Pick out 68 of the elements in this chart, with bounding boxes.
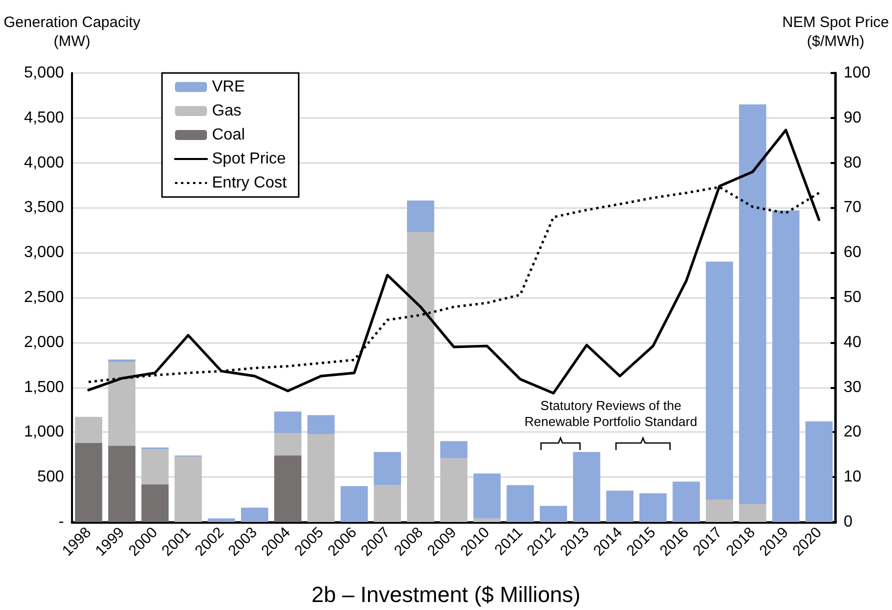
legend-label: Gas — [212, 102, 242, 120]
bar — [108, 446, 136, 522]
text: 2b – Investment ($ Millions) — [312, 582, 580, 608]
bar — [672, 482, 700, 522]
bar — [108, 362, 136, 446]
bar — [606, 490, 634, 522]
bar — [74, 442, 102, 522]
bar — [639, 493, 667, 522]
y-tick-label: - — [58, 514, 64, 530]
y2-tick-label: 40 — [844, 334, 862, 351]
y-tick-label: 1,500 — [24, 378, 64, 396]
y2-tick-label: 50 — [844, 289, 862, 306]
bar — [407, 200, 434, 232]
legend-label: Entry Cost — [212, 174, 288, 192]
bar — [473, 518, 501, 522]
y2-axis-title: NEM Spot Price ($/MWh) — [782, 14, 889, 50]
y2-tick-label: 100 — [844, 64, 870, 82]
y2-tick-label: 60 — [844, 244, 862, 262]
bar — [374, 452, 402, 486]
bar — [407, 232, 434, 522]
y-axis-title: Generation Capacity (MW) — [4, 14, 141, 50]
bar — [772, 210, 800, 522]
bar — [573, 452, 600, 522]
bar — [739, 104, 766, 504]
bar — [540, 506, 568, 522]
bar — [307, 415, 335, 434]
bar — [108, 359, 136, 362]
legend-label: Coal — [212, 126, 245, 144]
bar — [141, 484, 169, 522]
bar — [374, 485, 402, 522]
bar — [440, 441, 468, 458]
y-tick-label: 500 — [37, 468, 64, 486]
bar — [805, 421, 833, 522]
bar — [739, 504, 766, 522]
annotation: Statutory Reviews of the Renewable Portfolio Standard — [524, 398, 698, 430]
y2-tick-label: 20 — [844, 424, 862, 441]
bar — [307, 434, 335, 522]
bar — [241, 508, 268, 522]
y-tick-label: 2,500 — [24, 289, 64, 306]
bar — [440, 458, 468, 522]
bar — [274, 433, 302, 456]
y2-tick-label: 30 — [844, 378, 862, 396]
bar — [174, 456, 202, 522]
bar — [274, 412, 302, 434]
y-tick-label: 3,500 — [24, 199, 64, 216]
y-tick-label: 1,000 — [24, 424, 64, 441]
bar — [506, 485, 534, 522]
y-tick-label: 5,000 — [24, 64, 64, 82]
bar — [473, 474, 501, 518]
y-tick-label: 2,000 — [24, 334, 64, 351]
y-tick-label: 4,500 — [24, 109, 64, 126]
bar — [208, 518, 236, 522]
legend-label: Spot Price — [212, 150, 286, 168]
legend-label: VRE — [212, 78, 245, 96]
y-tick-label: 4,000 — [24, 154, 64, 172]
y-tick-label: 3,000 — [24, 244, 64, 262]
y2-tick-label: 10 — [844, 468, 862, 486]
y2-tick-label: 70 — [844, 199, 862, 216]
bar — [706, 500, 734, 522]
bar — [340, 486, 368, 522]
y2-tick-label: 80 — [844, 154, 862, 172]
y2-tick-label: 90 — [844, 109, 862, 126]
bar — [141, 449, 169, 484]
y2-tick-label: 0 — [844, 514, 853, 530]
bar — [74, 416, 102, 443]
bar — [274, 456, 302, 522]
line-series — [87, 128, 820, 394]
bar — [706, 262, 734, 500]
